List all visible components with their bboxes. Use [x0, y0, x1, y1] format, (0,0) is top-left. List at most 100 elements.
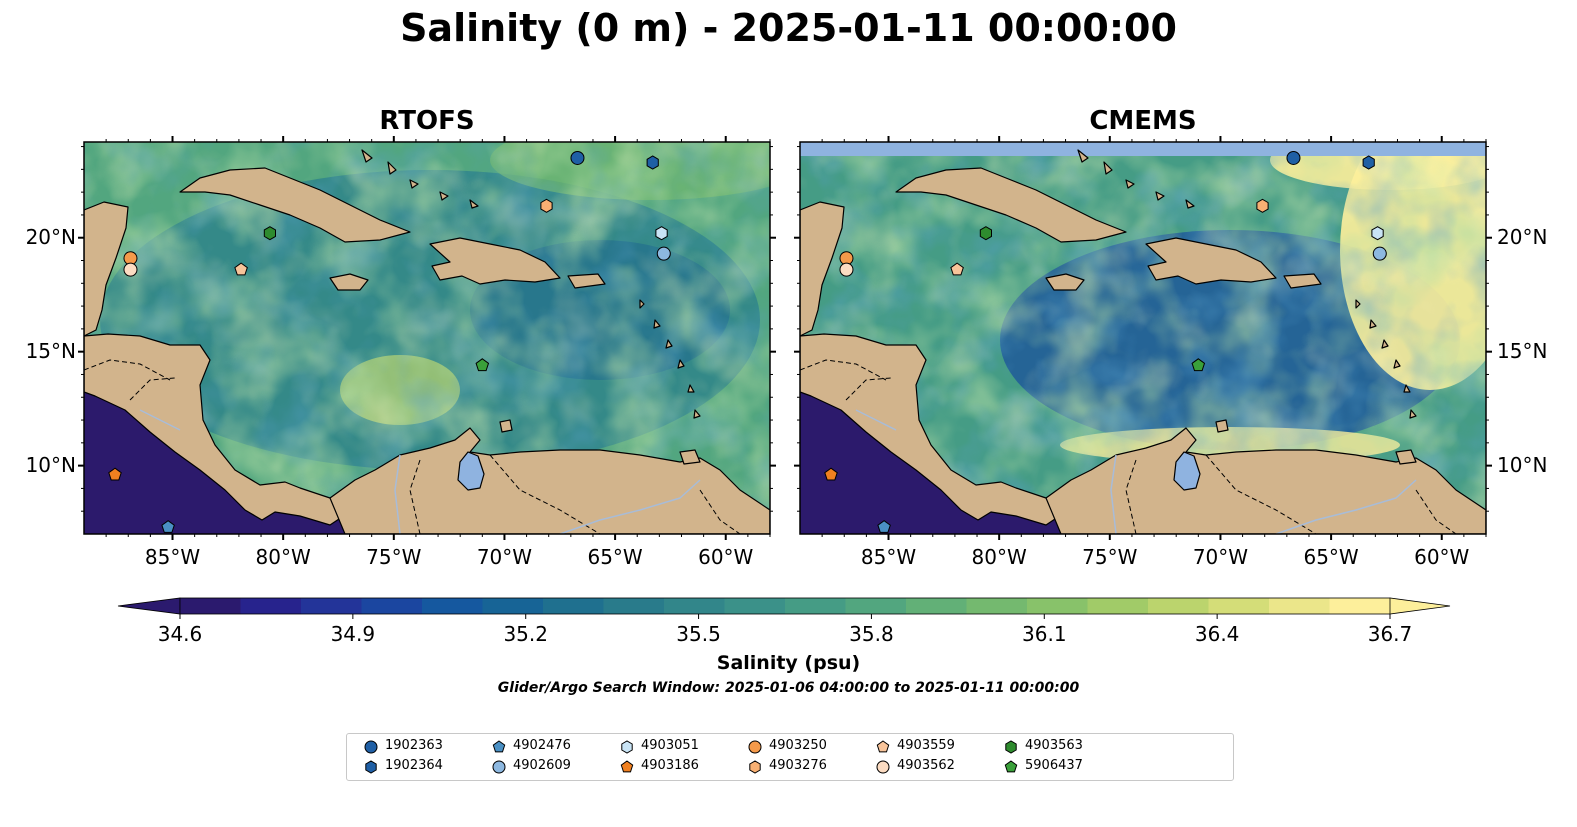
panel-title-cmems: CMEMS	[1089, 106, 1197, 136]
y-tick-label: 20°N	[1497, 224, 1548, 249]
legend-label: 4903051	[641, 738, 699, 753]
colorbar	[117, 597, 1451, 619]
colorbar-segment	[966, 598, 1028, 614]
x-tick-label: 75°W	[366, 545, 422, 569]
platform-marker-4903051	[655, 226, 668, 241]
colorbar-segment	[543, 598, 604, 614]
legend-label: 4903250	[769, 738, 827, 753]
platform-marker-5906437	[475, 358, 490, 372]
colorbar-segment	[240, 598, 302, 614]
x-tick-label: 80°W	[255, 545, 311, 569]
platform-marker-4903186	[108, 467, 122, 481]
platform-marker-4903563	[979, 226, 992, 241]
legend-marker-icon	[1005, 740, 1017, 754]
legend-label: 4903186	[641, 758, 699, 773]
search-window-text: Glider/Argo Search Window: 2025-01-06 04…	[497, 680, 1080, 696]
colorbar-segment	[422, 598, 483, 614]
platform-marker-4903276	[1256, 198, 1269, 213]
colorbar-tick-label: 36.7	[1367, 622, 1413, 646]
panel-title-rtofs: RTOFS	[379, 106, 475, 136]
legend-marker-icon	[621, 740, 633, 754]
platform-marker-1902363	[1286, 150, 1301, 165]
x-tick-label: 65°W	[1303, 545, 1359, 569]
x-tick-label: 70°W	[1192, 545, 1249, 569]
platform-marker-5906437	[1191, 358, 1206, 372]
colorbar-tick-label: 34.6	[157, 622, 203, 646]
platform-legend: 1902363 1902364 4902476 4902609 4903051 49031…	[346, 733, 1234, 781]
platform-marker-4902476	[161, 520, 175, 533]
y-tick-label: 20°N	[25, 224, 76, 249]
colorbar-label: Salinity (psu)	[716, 652, 861, 674]
legend-marker-icon	[749, 760, 761, 774]
legend-marker-icon	[492, 740, 506, 753]
platform-marker-4902476	[877, 520, 891, 533]
colorbar-segment	[301, 598, 362, 614]
legend-marker-icon	[876, 760, 890, 774]
colorbar-tick-label: 35.2	[503, 622, 548, 646]
legend-marker-icon	[365, 760, 377, 774]
legend-label: 5906437	[1025, 758, 1083, 773]
colorbar-segment	[906, 598, 967, 614]
frame-right	[799, 141, 1487, 535]
colorbar-tick-label: 34.9	[330, 622, 376, 646]
y-tick-label: 15°N	[1497, 338, 1548, 363]
platform-marker-4903563	[263, 226, 276, 241]
y-tick-label: 10°N	[1497, 452, 1548, 477]
x-tick-label: 85°W	[860, 545, 917, 569]
colorbar-extend-min	[117, 597, 181, 615]
legend-label: 4903559	[897, 738, 955, 753]
colorbar-segment	[664, 598, 725, 614]
y-tick-label: 15°N	[25, 338, 76, 363]
legend-marker-icon	[748, 740, 762, 754]
legend-label: 4902609	[513, 758, 571, 773]
colorbar-extend-max	[1389, 597, 1451, 615]
platform-marker-4903562	[123, 262, 138, 277]
legend-marker-icon	[876, 740, 890, 753]
colorbar-segment	[724, 598, 786, 614]
colorbar-segment	[482, 598, 544, 614]
colorbar-segment	[1087, 598, 1149, 614]
colorbar-segment	[785, 598, 846, 614]
platform-marker-4902609	[1372, 246, 1387, 261]
platform-marker-4903562	[839, 262, 854, 277]
legend-label: 4903563	[1025, 738, 1083, 753]
colorbar-tick-label: 36.4	[1194, 622, 1240, 646]
platform-marker-1902363	[570, 150, 585, 165]
frame-left	[83, 141, 771, 535]
legend-label: 1902364	[385, 758, 443, 773]
platform-marker-1902364	[646, 155, 659, 170]
platform-marker-4903186	[824, 467, 838, 481]
x-tick-label: 80°W	[971, 545, 1027, 569]
colorbar-segment	[1269, 598, 1330, 614]
legend-marker-icon	[364, 740, 378, 754]
colorbar-segment	[180, 598, 241, 614]
colorbar-segment	[1329, 598, 1391, 614]
legend-marker-icon	[1004, 760, 1018, 773]
legend-label: 4903276	[769, 758, 827, 773]
legend-label: 1902363	[385, 738, 443, 753]
platform-marker-4903559	[950, 262, 964, 276]
colorbar-tick-label: 36.1	[1022, 622, 1067, 646]
platform-marker-4903559	[234, 262, 248, 276]
colorbar-segment	[1208, 598, 1270, 614]
platform-marker-4903276	[540, 198, 553, 213]
map-rtofs	[84, 142, 770, 534]
colorbar-segment	[1148, 598, 1209, 614]
platform-marker-4903051	[1371, 226, 1384, 241]
platform-marker-4902609	[656, 246, 671, 261]
map-panels	[78, 136, 1492, 540]
colorbar-segment	[361, 598, 423, 614]
x-tick-label: 65°W	[587, 545, 643, 569]
legend-label: 4903562	[897, 758, 955, 773]
x-tick-label: 70°W	[476, 545, 533, 569]
colorbar-tick-label: 35.5	[676, 622, 721, 646]
legend-marker-icon	[492, 760, 506, 774]
colorbar-segment	[845, 598, 907, 614]
colorbar-segment	[1027, 598, 1088, 614]
legend-label: 4902476	[513, 738, 571, 753]
x-tick-label: 75°W	[1082, 545, 1138, 569]
x-tick-label: 85°W	[144, 545, 201, 569]
x-tick-label: 60°W	[698, 545, 754, 569]
legend-marker-icon	[620, 760, 634, 773]
platform-marker-1902364	[1362, 155, 1375, 170]
